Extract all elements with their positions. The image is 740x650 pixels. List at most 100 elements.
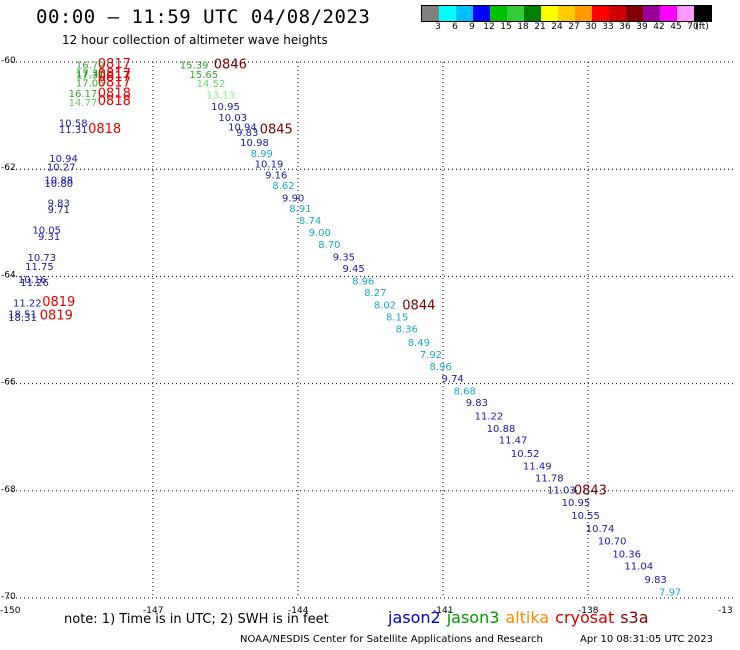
scale-label: 42 xyxy=(653,22,665,32)
wave-height-value: 10.94 xyxy=(49,154,78,165)
wave-height-value: 17.05 xyxy=(76,79,105,90)
wave-height-value: 8.62 xyxy=(272,181,294,192)
color-swatch xyxy=(592,6,609,21)
latitude-label: -62 xyxy=(1,163,16,173)
satellite-name: jason2 xyxy=(388,608,441,627)
scale-label: 12 xyxy=(483,22,495,32)
pass-time-label: 0843 xyxy=(574,484,607,499)
satellite-name: s3a xyxy=(620,608,649,627)
color-swatch xyxy=(490,6,507,21)
wave-height-value: 10.88 xyxy=(44,176,73,187)
wave-height-value: 9.83 xyxy=(48,199,70,210)
wave-height-value: 11.22 xyxy=(475,412,504,423)
color-swatch xyxy=(456,6,473,21)
scale-label: 21 xyxy=(534,22,546,32)
wave-height-value: 11.49 xyxy=(523,461,552,472)
wave-height-value: 8.27 xyxy=(364,288,386,299)
wave-height-value: 18.51 xyxy=(8,310,37,321)
satellite-name: cryosat xyxy=(555,608,615,627)
wave-height-value: 10.74 xyxy=(586,524,615,535)
color-swatch xyxy=(558,6,575,21)
pass-time-label: 0846 xyxy=(214,57,247,72)
generated-timestamp: Apr 10 08:31:05 UTC 2023 xyxy=(580,634,713,645)
satellite-legend: jason2 jason3 altika cryosat s3a xyxy=(388,608,655,627)
wave-height-value: 13.13 xyxy=(206,90,235,101)
latitude-label: -66 xyxy=(1,378,16,388)
longitude-label: -144 xyxy=(288,606,309,616)
wave-height-value: 9.31 xyxy=(38,232,60,243)
wave-height-value: 9.90 xyxy=(282,193,304,204)
color-swatch xyxy=(643,6,660,21)
wave-height-value: 16.79 xyxy=(76,60,105,71)
wave-height-value: 10.73 xyxy=(28,253,57,264)
color-swatch xyxy=(473,6,490,21)
wave-height-value: 10.55 xyxy=(571,511,600,522)
scale-label: 30 xyxy=(585,22,597,32)
wave-height-value: 9.16 xyxy=(265,170,287,181)
latitude-label: -64 xyxy=(1,270,16,280)
wave-height-value: 10.98 xyxy=(240,138,269,149)
pass-time-label: 0845 xyxy=(260,122,293,137)
wave-height-value: 7.92 xyxy=(420,350,442,361)
wave-height-value: 8.70 xyxy=(318,240,340,251)
wave-height-value: 10.88 xyxy=(487,424,516,435)
wave-height-value: 10.03 xyxy=(218,113,247,124)
wave-height-value: 9.00 xyxy=(309,228,331,239)
color-swatch xyxy=(541,6,558,21)
wave-height-value: 8.96 xyxy=(429,362,451,373)
wave-height-value: 10.19 xyxy=(255,160,284,171)
longitude-label: -138 xyxy=(578,606,599,616)
wave-height-value: 11.31 xyxy=(59,125,88,136)
wave-height-value: 9.74 xyxy=(442,374,464,385)
scale-label: 3 xyxy=(435,22,441,32)
satellite-name: altika xyxy=(505,608,550,627)
color-swatch xyxy=(694,6,711,21)
wave-height-value: 9.71 xyxy=(48,205,70,216)
wave-height-value: 11.22 xyxy=(13,298,42,309)
pass-time-label: 0818 xyxy=(88,122,121,137)
wave-height-value: 8.91 xyxy=(289,204,311,215)
scale-label: 18 xyxy=(517,22,529,32)
wave-height-value: 9.45 xyxy=(342,264,364,275)
scale-label: 45 xyxy=(670,22,682,32)
wave-height-value: 11.47 xyxy=(499,436,528,447)
pass-time-label: 0817 xyxy=(98,57,131,72)
scale-label: 27 xyxy=(568,22,580,32)
longitude-label: -141 xyxy=(433,606,453,616)
pass-time-label: 0817 xyxy=(98,70,131,85)
map-subtitle: 12 hour collection of altimeter wave hei… xyxy=(62,33,328,47)
color-swatch xyxy=(507,6,524,21)
wave-height-value: 11.26 xyxy=(20,278,49,289)
color-swatch xyxy=(575,6,592,21)
wave-height-value: 11.04 xyxy=(624,562,653,573)
pass-time-label: 0817 xyxy=(98,67,131,82)
scale-label: 36 xyxy=(619,22,631,32)
color-swatch xyxy=(660,6,677,21)
longitude-label: -13 xyxy=(718,606,733,616)
color-swatch xyxy=(609,6,626,21)
pass-time-label: 0844 xyxy=(402,299,435,314)
wave-height-value: 9.83 xyxy=(466,398,488,409)
wave-height-scale-labels: 3 6 9 12 15 18 21 24 27 30 33 36 39 42 45 70 (ft) xyxy=(421,22,740,34)
pass-time-label: 0819 xyxy=(40,308,73,323)
wave-height-value: 8.96 xyxy=(352,276,374,287)
longitude-label: -147 xyxy=(143,606,163,616)
scale-label: 9 xyxy=(469,22,475,32)
wave-height-value: 10.80 xyxy=(44,179,73,190)
satellite-name: jason3 xyxy=(446,608,500,627)
wave-height-value: 17.37 xyxy=(76,68,105,79)
wave-height-value: 8.68 xyxy=(454,386,476,397)
wave-height-value: 14.77 xyxy=(69,98,98,109)
pass-time-label: 0818 xyxy=(98,86,131,101)
longitude-label: -150 xyxy=(0,606,21,616)
latitude-label: -68 xyxy=(1,485,16,495)
pass-time-label: 0817 xyxy=(98,76,131,91)
wave-height-value: 18.31 xyxy=(8,313,37,324)
scale-label: 15 xyxy=(500,22,512,32)
wave-height-value: 10.05 xyxy=(32,226,61,237)
wave-height-value: 11.78 xyxy=(535,474,564,485)
latitude-label: -60 xyxy=(1,56,16,66)
wave-height-value: 10.16 xyxy=(18,275,47,286)
wave-height-color-scale xyxy=(421,5,712,22)
